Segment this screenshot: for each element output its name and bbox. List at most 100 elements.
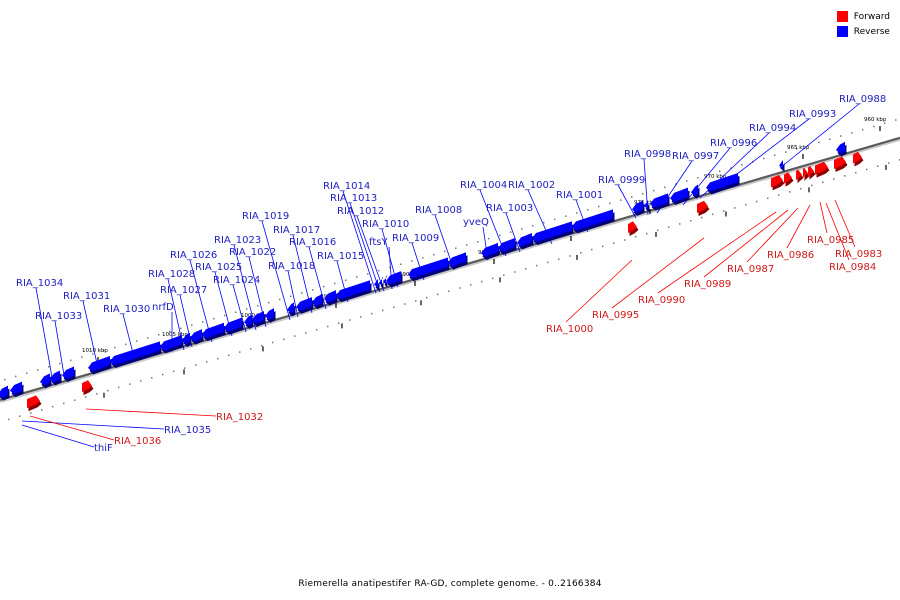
position-dot [294,335,296,337]
gene-block-forward [808,165,816,180]
position-dot [587,208,589,211]
position-dot [96,393,98,395]
gene-body [572,209,613,231]
gene-body [779,158,783,170]
gene-label-ria-0989: RIA_0989 [684,279,731,290]
gene-label-ria-1022: RIA_1022 [229,247,276,258]
position-dot [316,328,318,331]
position-dot [147,337,149,339]
gene-block-reverse [160,334,184,354]
position-dot [580,252,582,254]
position-dot [459,287,461,289]
gene-body [336,280,370,300]
gene-label-ria-0998: RIA_0998 [624,149,671,160]
leader-line [746,207,799,263]
gene-label-ria-1012: RIA_1012 [337,206,384,217]
gene-body [834,156,846,170]
position-dot [536,264,538,267]
position-dot [492,277,494,280]
leader-line [825,202,850,261]
gene-body [10,381,22,395]
position-dot [811,184,813,187]
position-dot [37,369,39,371]
position-dot [169,330,171,333]
position-dot [382,309,384,312]
position-dot [8,418,10,421]
gene-block-reverse [312,294,324,310]
position-dot [437,293,439,296]
tick-label: 1005 kbp [162,332,188,338]
gene-body [190,329,202,342]
position-dot [488,237,490,240]
position-dot [481,280,483,283]
leader-line [819,201,828,234]
gene-block-reverse [836,141,847,157]
gene-block-reverse [190,329,204,345]
position-dot [415,300,417,302]
position-dot [246,308,248,310]
position-dot [305,332,307,334]
leader-line [261,220,291,321]
gene-block-reverse [779,158,785,173]
gene-label-ria-0993: RIA_0993 [789,109,836,120]
gene-label-ria-1031: RIA_1031 [63,291,110,302]
gene-label-ria-1032: RIA_1032 [216,412,263,423]
position-dot [41,409,43,411]
forward-swatch [836,11,848,22]
position-dot [349,319,351,321]
gene-body [110,341,160,365]
position-dot [514,271,516,273]
gene-body [82,380,92,393]
position-dot [653,189,655,192]
gene-block-forward [834,156,848,173]
position-dot [833,178,835,180]
axis-shadow [0,137,900,403]
position-dot [877,165,879,168]
position-dot [404,303,406,305]
gene-label-ria-1008: RIA_1008 [415,205,462,216]
gene-body [27,395,40,409]
legend-item-forward: Forward [836,9,890,24]
gene-body [771,174,783,188]
tick-label: 1010 kbp [82,348,108,354]
gene-label-ria-1015: RIA_1015 [317,251,364,262]
gene-body [517,233,532,247]
position-dot [140,380,142,382]
gene-body [40,373,50,386]
leader-line [565,259,633,323]
gene-block-reverse [296,297,314,314]
gene-label-ria-1018: RIA_1018 [268,261,315,272]
position-dot [613,242,615,244]
position-dot [217,357,219,360]
gene-body [628,221,637,234]
legend-label-reverse: Reverse [853,26,890,37]
position-dot [290,295,292,298]
gene-label-ria-0990: RIA_0990 [638,295,685,306]
position-dot [763,157,765,160]
position-dot [466,244,468,246]
position-dot [565,215,567,217]
position-dot [657,229,659,232]
gene-block-reverse [706,173,740,195]
gene-label-ria-0987: RIA_0987 [727,264,774,275]
strand-legend: Forward Reverse [836,9,890,39]
position-dot [602,245,604,248]
gene-block-reverse [498,237,517,255]
position-dot [118,386,120,389]
tick-label: 960 kbp [864,117,887,123]
gene-label-ria-1013: RIA_1013 [330,193,377,204]
tick-label: 1000 kbp [241,313,267,319]
position-dot [569,255,571,257]
leader-line [82,300,99,369]
leader-line [779,103,860,169]
gene-label-ria-1019: RIA_1019 [242,211,289,222]
gene-block-reverse [62,366,76,382]
position-dot [393,306,395,309]
gene-body [644,199,648,210]
position-dot [767,197,769,200]
gene-body [650,193,668,208]
gene-label-ria-1023: RIA_1023 [214,235,261,246]
gene-body [691,184,698,196]
